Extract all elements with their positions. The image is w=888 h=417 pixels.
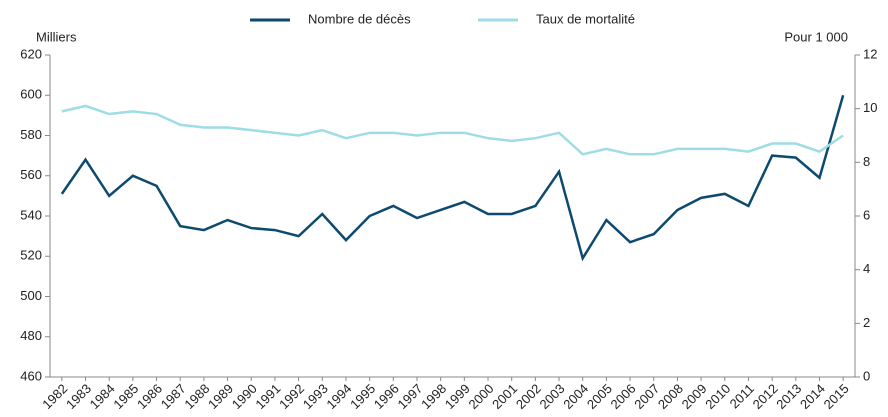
y2-axis-label: Pour 1 000 [784, 29, 848, 44]
x-tick-label: 2000 [466, 381, 497, 412]
y-tick-label: 500 [20, 288, 42, 303]
y2-tick-label: 8 [863, 154, 870, 169]
y-tick-label: 460 [20, 368, 42, 383]
x-tick-label: 2010 [702, 381, 733, 412]
x-tick-label: 1983 [63, 381, 94, 412]
y2-tick-label: 10 [863, 100, 877, 115]
y-tick-label: 540 [20, 207, 42, 222]
x-tick-label: 1998 [418, 381, 449, 412]
y-tick-label: 620 [20, 46, 42, 61]
x-tick-label: 1997 [394, 381, 425, 412]
x-tick-label: 2008 [655, 381, 686, 412]
y2-tick-label: 6 [863, 207, 870, 222]
y-tick-label: 580 [20, 127, 42, 142]
x-tick-label: 2006 [608, 381, 639, 412]
y2-tick-label: 12 [863, 46, 877, 61]
x-tick-label: 1993 [300, 381, 331, 412]
y-tick-label: 560 [20, 167, 42, 182]
y2-tick-label: 0 [863, 368, 870, 383]
x-tick-label: 2014 [797, 381, 828, 412]
x-tick-label: 2011 [727, 381, 757, 411]
x-tick-label: 1992 [276, 381, 307, 412]
x-tick-label: 2003 [537, 381, 568, 412]
x-tick-label: 2007 [631, 381, 662, 412]
series-line [60, 94, 845, 262]
x-tick-label: 2009 [679, 381, 710, 412]
y-tick-label: 480 [20, 328, 42, 343]
x-tick-label: 1989 [205, 381, 236, 412]
x-tick-label: 1995 [347, 381, 378, 412]
x-tick-label: 1994 [323, 381, 354, 412]
x-tick-label: 2012 [750, 381, 781, 412]
x-tick-label: 1990 [229, 381, 260, 412]
legend-label: Taux de mortalité [536, 11, 635, 26]
x-tick-label: 1991 [252, 381, 283, 412]
x-tick-label: 2015 [821, 381, 852, 412]
y2-tick-label: 4 [863, 261, 870, 276]
x-tick-label: 1988 [181, 381, 212, 412]
series-line [61, 104, 844, 156]
x-tick-label: 1984 [87, 381, 118, 412]
x-tick-label: 1996 [371, 381, 402, 412]
x-tick-label: 2001 [489, 381, 520, 412]
x-tick-label: 2013 [773, 381, 804, 412]
y-axis-label: Milliers [36, 29, 77, 44]
x-tick-label: 2002 [513, 381, 544, 412]
x-tick-label: 1986 [134, 381, 165, 412]
x-tick-label: 1985 [110, 381, 141, 412]
x-tick-label: 1999 [442, 381, 473, 412]
x-tick-label: 1982 [39, 381, 70, 412]
y-tick-label: 520 [20, 248, 42, 263]
x-tick-label: 2005 [584, 381, 615, 412]
x-tick-label: 1987 [158, 381, 189, 412]
x-tick-label: 2004 [560, 381, 591, 412]
legend-label: Nombre de décès [308, 11, 411, 26]
y-tick-label: 600 [20, 87, 42, 102]
y2-tick-label: 2 [863, 315, 870, 330]
